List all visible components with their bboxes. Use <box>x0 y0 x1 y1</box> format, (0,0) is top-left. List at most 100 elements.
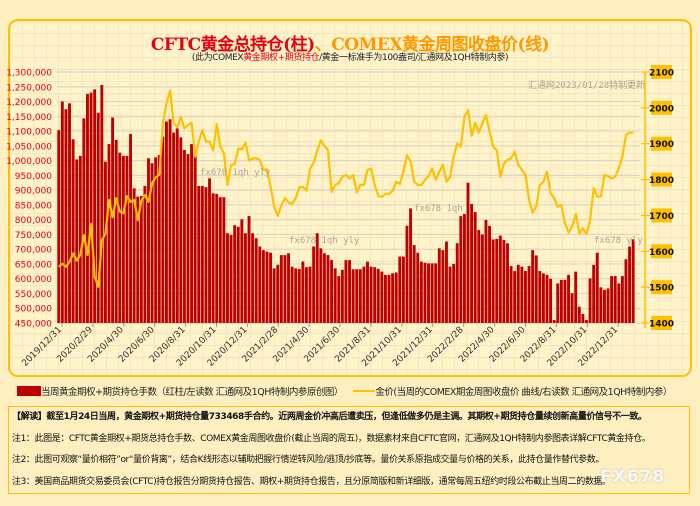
holdings-bar <box>581 313 585 323</box>
holdings-bar <box>254 238 258 323</box>
right-tick-label: 1900 <box>649 140 674 150</box>
holdings-bar <box>502 240 506 323</box>
holdings-bar <box>362 266 366 323</box>
holdings-bar <box>114 139 118 323</box>
holdings-bar <box>588 278 592 323</box>
holdings-bar <box>68 103 71 323</box>
holdings-bar <box>211 193 215 323</box>
holdings-bar <box>269 252 273 323</box>
holdings-bar <box>409 208 413 323</box>
holdings-bar <box>279 255 283 323</box>
right-tick-label: 1400 <box>649 320 674 330</box>
fx678-logo: FX678 <box>600 467 666 487</box>
holdings-bar <box>484 219 488 323</box>
holdings-bar <box>161 136 165 323</box>
left-tick-label: 650,000 <box>15 260 52 270</box>
legend-line-label: 金价(当周的COMEX期金周图收盘价 曲线/右读数 汇通网及1QH特制内参） <box>375 387 672 398</box>
holdings-bar <box>168 119 172 323</box>
holdings-bar <box>534 255 538 323</box>
holdings-bar <box>602 289 606 323</box>
chart-title: CFTC黄金总持仓(柱)、COMEX黄金周图收盘价(线) <box>0 30 700 55</box>
holdings-bar <box>208 178 211 323</box>
holdings-bar <box>620 276 624 323</box>
holdings-bar <box>103 161 107 323</box>
holdings-bar <box>247 216 251 323</box>
holdings-bar <box>466 182 470 323</box>
holdings-bar <box>283 255 287 323</box>
holdings-bar <box>326 255 330 323</box>
holdings-bar <box>595 252 599 323</box>
holdings-bar <box>154 157 158 323</box>
holdings-bar <box>376 268 380 323</box>
holdings-bar <box>57 130 61 323</box>
watermark: fx678 1qh yly <box>200 168 271 178</box>
holdings-bar <box>527 266 531 323</box>
holdings-bar <box>157 154 161 323</box>
watermark: fx678 1qh yly <box>289 236 360 246</box>
left-tick-label: 1,200,000 <box>6 98 52 108</box>
holdings-bar <box>574 271 578 323</box>
holdings-bar <box>186 154 190 323</box>
left-tick-label: 900,000 <box>15 187 52 197</box>
holdings-bar <box>258 246 262 323</box>
holdings-bar <box>524 271 527 323</box>
holdings-bar <box>459 216 463 323</box>
watermark: fx678 1qh <box>414 204 463 214</box>
left-tick-label: 850,000 <box>15 201 52 211</box>
left-tick-label: 550,000 <box>15 290 52 300</box>
holdings-bar <box>147 158 150 323</box>
holdings-bar <box>495 238 499 323</box>
holdings-bar <box>441 250 445 323</box>
holdings-bar <box>430 263 434 323</box>
holdings-bar <box>261 250 265 323</box>
holdings-bar <box>143 185 147 323</box>
holdings-bar <box>520 266 524 323</box>
left-tick-label: 450,000 <box>15 320 52 330</box>
holdings-bar <box>398 256 402 323</box>
holdings-bar <box>455 243 459 323</box>
holdings-bar <box>71 139 75 323</box>
holdings-bar <box>64 109 68 323</box>
right-tick-label: 2100 <box>649 69 674 79</box>
holdings-bar <box>516 264 520 323</box>
holdings-bar <box>96 112 100 324</box>
holdings-bar <box>592 264 596 323</box>
holdings-bar <box>125 155 129 323</box>
holdings-bar <box>175 128 179 323</box>
holdings-bar <box>215 193 219 323</box>
legend: 当周黄金期权+期货持仓手数（红柱/左读数 汇通网及1QH特制内参原创图） 金价(… <box>17 384 672 398</box>
right-tick-bg <box>651 208 672 223</box>
holdings-bar <box>204 187 208 323</box>
holdings-bar <box>513 271 517 323</box>
holdings-bar <box>358 269 362 323</box>
left-tick-label: 800,000 <box>15 216 52 226</box>
left-tick-label: 500,000 <box>15 305 52 315</box>
holdings-bar <box>394 272 398 323</box>
chart-subtitle: (此为COMEX黄金期权+期货持仓/黄金一标准手为100盎司/汇通网及1QH特制… <box>0 50 700 63</box>
right-tick-label: 1500 <box>649 284 674 294</box>
holdings-bar <box>348 260 351 323</box>
holdings-bar <box>319 248 323 323</box>
holdings-bar <box>294 268 298 323</box>
holdings-bar <box>240 219 244 323</box>
holdings-bar <box>383 274 387 323</box>
holdings-bar <box>150 163 154 323</box>
left-tick-label: 1,050,000 <box>6 142 52 152</box>
holdings-bar <box>628 246 632 323</box>
holdings-bar <box>322 253 326 323</box>
left-tick-label: 1,150,000 <box>6 113 52 123</box>
left-tick-label: 1,250,000 <box>6 83 52 93</box>
title-price: 、COMEX黄金周图收盘价(线) <box>314 35 550 55</box>
holdings-bar <box>624 259 628 323</box>
left-tick-label: 700,000 <box>15 246 52 256</box>
left-tick-label: 750,000 <box>15 231 52 241</box>
holdings-bar <box>405 225 409 323</box>
holdings-bar <box>552 320 556 323</box>
holdings-bar <box>531 250 535 323</box>
holdings-bar <box>416 252 420 323</box>
chart-svg: 450,000 500,000 550,000 600,000 650,000 700,0… <box>6 65 674 369</box>
holdings-bar <box>179 137 183 323</box>
holdings-bar <box>78 155 82 323</box>
holdings-bar <box>452 263 456 323</box>
holdings-bar <box>333 268 337 323</box>
